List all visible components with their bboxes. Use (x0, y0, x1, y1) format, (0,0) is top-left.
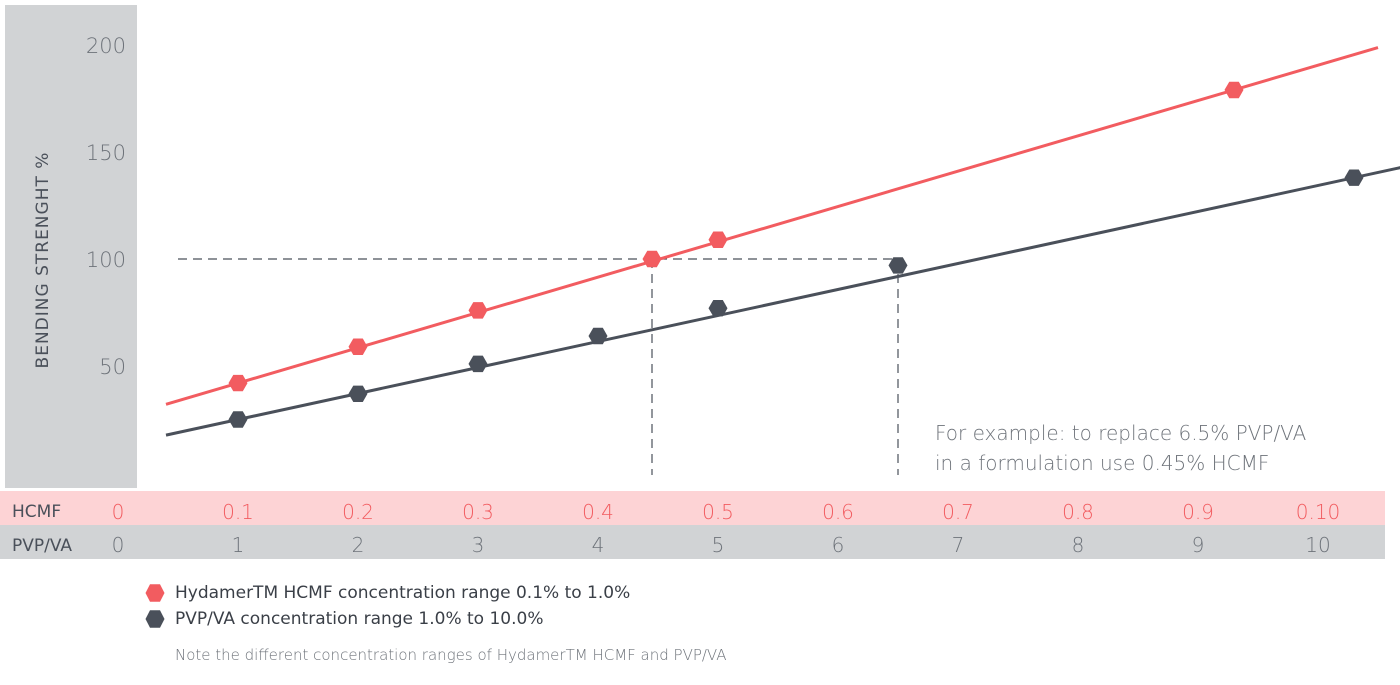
x-tick-label: 0.10 (1296, 500, 1341, 524)
x-tick-label: 6 (832, 533, 845, 557)
data-point (708, 231, 728, 248)
x-tick-label: 4 (592, 533, 605, 557)
x-tick-label: 0.5 (702, 500, 734, 524)
data-point (1224, 81, 1244, 99)
x-tick-label: 2 (352, 533, 365, 557)
hexagon-icon (145, 610, 165, 628)
reference-lines (178, 258, 899, 475)
data-point (708, 300, 728, 317)
x-tick-label: 0.3 (462, 500, 494, 524)
series-line (165, 46, 1379, 406)
data-point (468, 355, 488, 373)
x-tick-label: 3 (472, 533, 485, 557)
x-tick-labels: 0 0.1 0.2 0.3 0.4 0.5 0.6 0.7 0.8 0.9 0.10 0 1 2 3 4 5 6 7… (112, 500, 1341, 557)
x-tick-label: 5 (712, 533, 725, 557)
hcmf-axis-band (0, 491, 1385, 525)
data-point (348, 385, 368, 402)
data-point (228, 411, 248, 428)
y-axis-title: BENDING STRENGHT % (33, 152, 53, 369)
legend-label-pvp: PVP/VA concentration range 1.0% to 10.0% (175, 609, 544, 629)
data-point (228, 374, 248, 392)
x-tick-label: 0.4 (582, 500, 614, 524)
data-point (1344, 169, 1364, 186)
hcmf-axis-name: HCMF (12, 502, 61, 522)
y-tick-label: 50 (99, 355, 126, 379)
x-tick-label: 7 (952, 533, 965, 557)
data-point (468, 302, 488, 319)
x-tick-label: 8 (1072, 533, 1085, 557)
footnote: Note the different concentration ranges … (175, 646, 727, 664)
series-line (165, 166, 1400, 437)
x-tick-label: 0.1 (222, 500, 254, 524)
x-tick-label: 10 (1305, 533, 1330, 557)
x-tick-label: 0 (112, 500, 125, 524)
data-point (642, 250, 662, 268)
legend: HydamerTM HCMF concentration range 0.1% … (145, 580, 630, 632)
x-tick-label: 0.9 (1182, 500, 1214, 524)
x-tick-label: 1 (232, 533, 245, 557)
x-tick-label: 9 (1192, 533, 1205, 557)
x-tick-label: 0 (112, 533, 125, 557)
y-tick-label: 200 (86, 34, 126, 58)
legend-label-hcmf: HydamerTM HCMF concentration range 0.1% … (175, 583, 631, 603)
data-point (588, 327, 608, 345)
series-layer (165, 46, 1400, 437)
data-point (348, 338, 368, 355)
y-axis-band (5, 5, 137, 488)
legend-item-hcmf: HydamerTM HCMF concentration range 0.1% … (145, 580, 630, 606)
y-tick-label: 150 (86, 141, 126, 165)
x-tick-label: 0.8 (1062, 500, 1094, 524)
pvp-axis-band (0, 525, 1385, 559)
y-tick-label: 100 (86, 248, 126, 272)
x-tick-label: 0.7 (942, 500, 974, 524)
annotation-line-2: in a formulation use 0.45% HCMF (935, 451, 1269, 475)
x-tick-label: 0.2 (342, 500, 374, 524)
pvp-axis-name: PVP/VA (12, 536, 72, 556)
legend-item-pvp: PVP/VA concentration range 1.0% to 10.0% (145, 606, 630, 632)
hexagon-icon (145, 584, 165, 602)
annotation-line-1: For example: to replace 6.5% PVP/VA (935, 421, 1307, 445)
y-tick-labels: 200 150 100 50 (86, 34, 126, 379)
data-point (888, 257, 908, 274)
x-tick-label: 0.6 (822, 500, 854, 524)
